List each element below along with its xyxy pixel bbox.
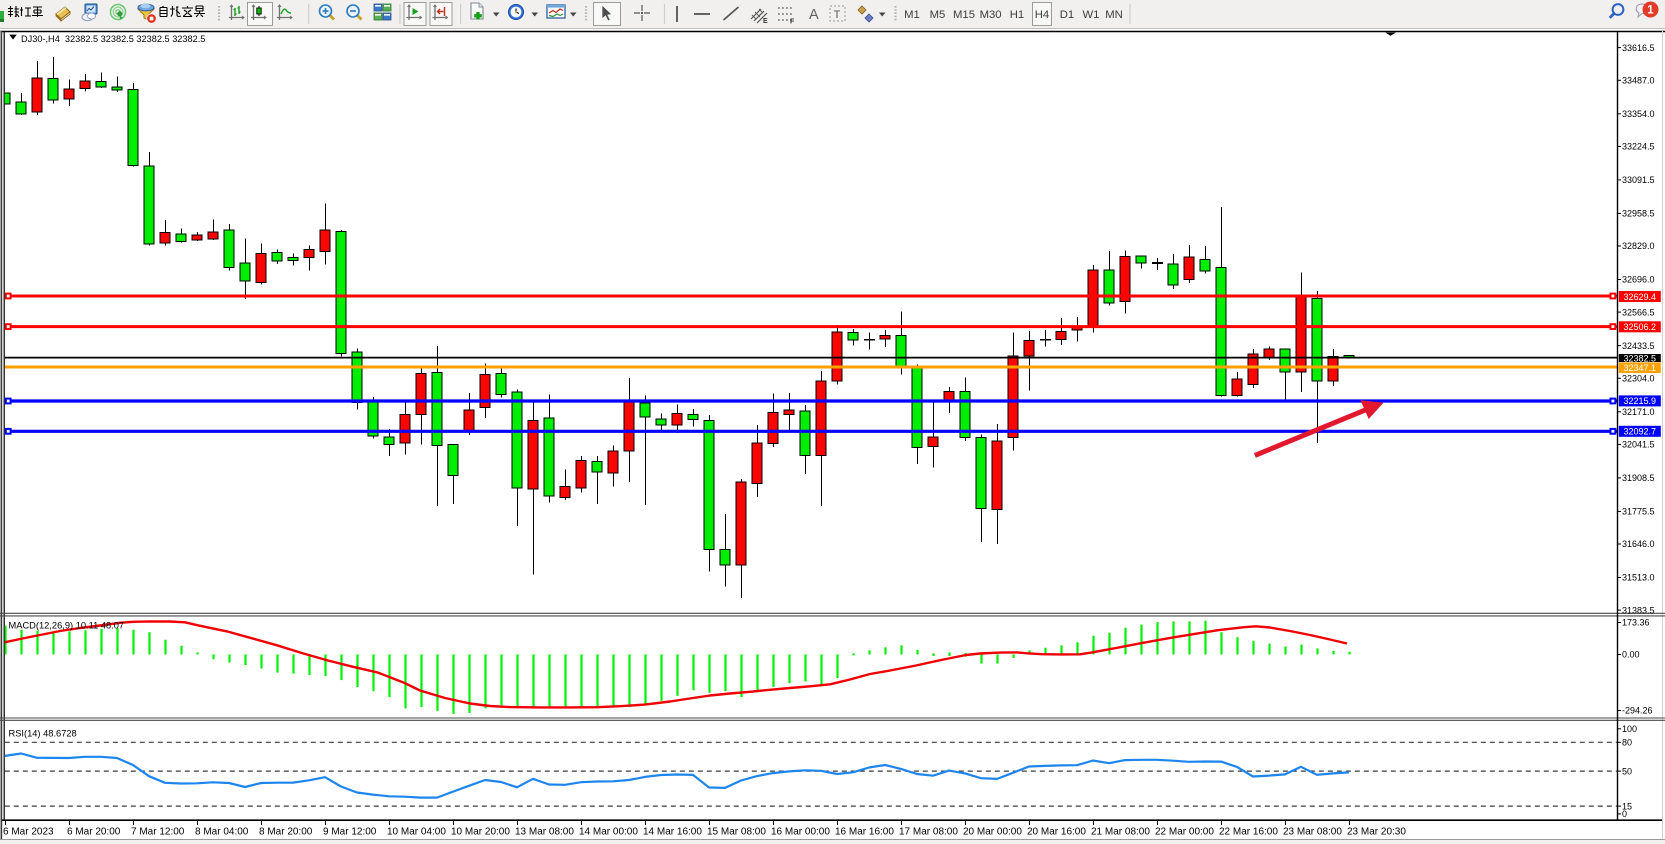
svg-text:E: E: [763, 18, 768, 25]
svg-text:16 Mar 00:00: 16 Mar 00:00: [771, 827, 830, 838]
svg-text:32433.5: 32433.5: [1622, 341, 1655, 351]
svg-text:31908.5: 31908.5: [1622, 473, 1655, 483]
svg-text:33487.0: 33487.0: [1622, 76, 1655, 86]
svg-text:7 Mar 12:00: 7 Mar 12:00: [131, 827, 185, 838]
svg-text:33616.5: 33616.5: [1622, 43, 1655, 53]
svg-text:M15: M15: [953, 9, 975, 21]
svg-text:10 Mar 04:00: 10 Mar 04:00: [387, 827, 446, 838]
svg-text:22 Mar 16:00: 22 Mar 16:00: [1219, 827, 1278, 838]
svg-text:9 Mar 12:00: 9 Mar 12:00: [323, 827, 377, 838]
svg-text:173.36: 173.36: [1622, 618, 1650, 628]
svg-text:32506.2: 32506.2: [1624, 322, 1657, 332]
svg-text:33224.5: 33224.5: [1622, 142, 1655, 152]
svg-text:13 Mar 08:00: 13 Mar 08:00: [515, 827, 574, 838]
svg-text:80: 80: [1622, 738, 1632, 748]
svg-text:10 Mar 20:00: 10 Mar 20:00: [451, 827, 510, 838]
svg-text:6 Mar 20:00: 6 Mar 20:00: [67, 827, 121, 838]
svg-text:20 Mar 00:00: 20 Mar 00:00: [963, 827, 1022, 838]
svg-text:M5: M5: [930, 9, 946, 21]
svg-text:31383.5: 31383.5: [1622, 605, 1655, 615]
svg-text:14 Mar 16:00: 14 Mar 16:00: [643, 827, 702, 838]
svg-text:31513.0: 31513.0: [1622, 573, 1655, 583]
svg-text:100: 100: [1622, 724, 1637, 734]
svg-text:32092.7: 32092.7: [1624, 427, 1657, 437]
svg-text:1: 1: [1647, 5, 1654, 17]
svg-text:31646.0: 31646.0: [1622, 539, 1655, 549]
svg-text:22 Mar 00:00: 22 Mar 00:00: [1155, 827, 1214, 838]
svg-text:8 Mar 20:00: 8 Mar 20:00: [259, 827, 313, 838]
svg-text:14 Mar 00:00: 14 Mar 00:00: [579, 827, 638, 838]
svg-text:17 Mar 08:00: 17 Mar 08:00: [899, 827, 958, 838]
svg-text:0: 0: [1622, 809, 1627, 819]
svg-text:32215.9: 32215.9: [1624, 396, 1657, 406]
svg-text:21 Mar 08:00: 21 Mar 08:00: [1091, 827, 1150, 838]
svg-text:DJ30-,H4 32382.5 32382.5 3238: DJ30-,H4 32382.5 32382.5 32382.5 32382.5: [21, 34, 205, 44]
svg-text:MACD(12,26,9) 10.11 48.07: MACD(12,26,9) 10.11 48.07: [9, 621, 125, 631]
svg-text:RSI(14) 48.6728: RSI(14) 48.6728: [9, 729, 77, 739]
svg-text:32304.0: 32304.0: [1622, 374, 1655, 384]
svg-text:T: T: [834, 9, 841, 21]
svg-text:F: F: [790, 19, 795, 26]
svg-text:33091.5: 33091.5: [1622, 175, 1655, 185]
svg-text:15: 15: [1622, 801, 1632, 811]
svg-text:23 Mar 20:30: 23 Mar 20:30: [1347, 827, 1406, 838]
svg-text:32829.0: 32829.0: [1622, 241, 1655, 251]
svg-text:W1: W1: [1083, 9, 1100, 21]
svg-text:32696.0: 32696.0: [1622, 275, 1655, 285]
svg-text:32041.5: 32041.5: [1622, 440, 1655, 450]
svg-text:32958.5: 32958.5: [1622, 209, 1655, 219]
svg-text:-294.26: -294.26: [1622, 706, 1653, 716]
svg-text:33354.0: 33354.0: [1622, 109, 1655, 119]
svg-text:31775.5: 31775.5: [1622, 507, 1655, 517]
svg-text:H4: H4: [1035, 9, 1049, 21]
svg-text:50: 50: [1622, 766, 1632, 776]
svg-text:32347.1: 32347.1: [1624, 363, 1657, 373]
svg-text:A: A: [809, 7, 819, 23]
svg-text:15 Mar 08:00: 15 Mar 08:00: [707, 827, 766, 838]
svg-text:0.00: 0.00: [1622, 650, 1640, 660]
svg-text:23 Mar 08:00: 23 Mar 08:00: [1283, 827, 1342, 838]
svg-text:32566.5: 32566.5: [1622, 307, 1655, 317]
svg-text:M1: M1: [904, 9, 920, 21]
svg-text:6 Mar 2023: 6 Mar 2023: [3, 827, 54, 838]
svg-text:M30: M30: [980, 9, 1002, 21]
svg-text:MN: MN: [1105, 9, 1123, 21]
svg-text:32171.0: 32171.0: [1622, 407, 1655, 417]
svg-text:8 Mar 04:00: 8 Mar 04:00: [195, 827, 249, 838]
svg-text:16 Mar 16:00: 16 Mar 16:00: [835, 827, 894, 838]
svg-text:20 Mar 16:00: 20 Mar 16:00: [1027, 827, 1086, 838]
svg-text:32382.5: 32382.5: [1624, 353, 1657, 363]
svg-text:H1: H1: [1010, 9, 1024, 21]
svg-text:32629.4: 32629.4: [1624, 292, 1657, 302]
svg-text:D1: D1: [1060, 9, 1074, 21]
